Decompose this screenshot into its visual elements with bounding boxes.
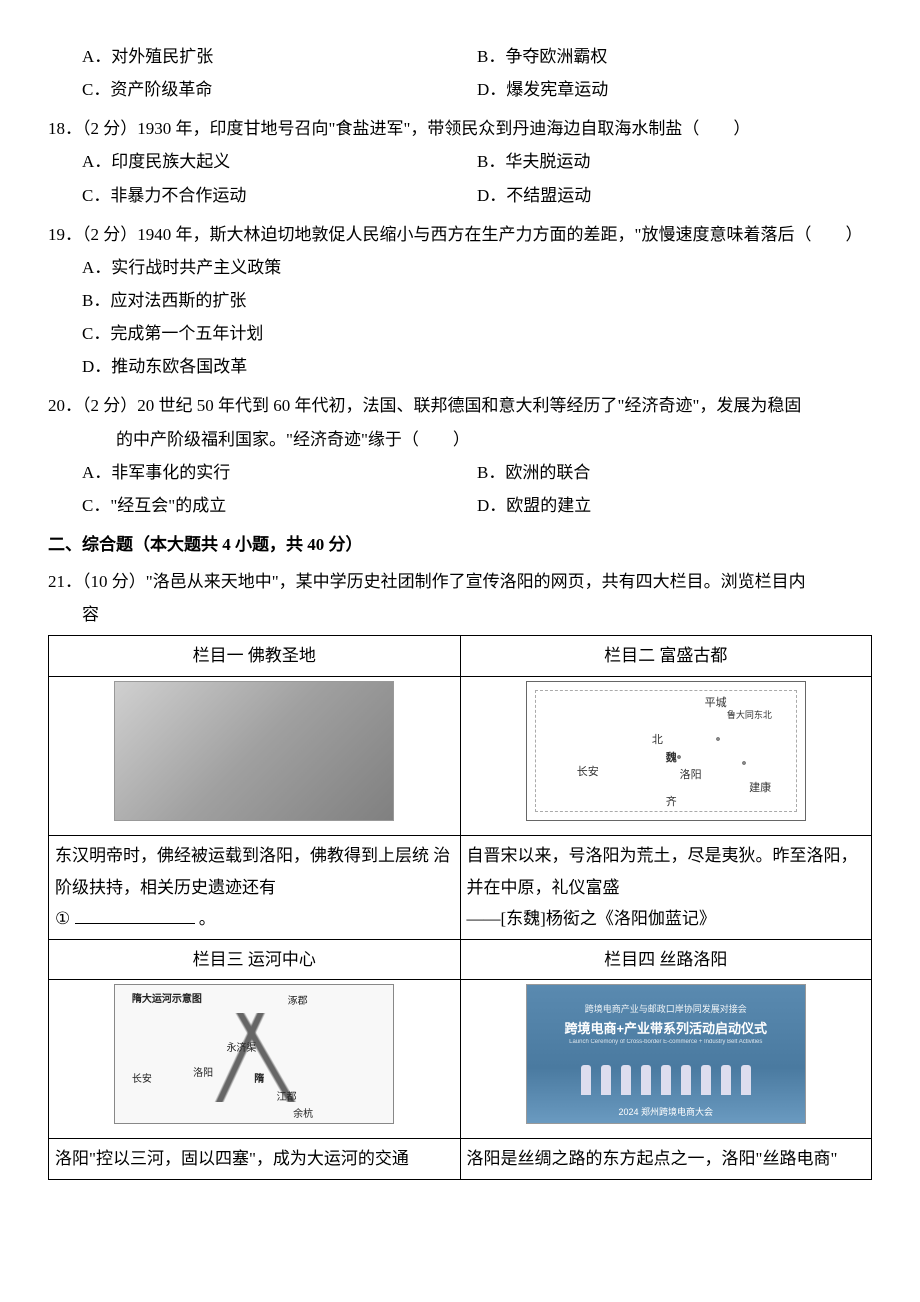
col4-text-cell: 洛阳是丝绸之路的东方起点之一，洛阳"丝路电商" [460,1139,872,1179]
map-label-note: 鲁大同东北 [727,707,772,724]
q20-stem: 20．（2 分）20 世纪 50 年代到 60 年代初，法国、联邦德国和意大利等… [48,389,872,422]
map-label-wei: 魏 [666,748,677,768]
col3-image-cell: 隋大运河示意图 涿郡 长安 洛阳 永济渠 隋 江都 余杭 [49,980,461,1139]
map-label-luoyang: 洛阳 [680,765,702,785]
q17-option-d: D．爆发宪章运动 [477,73,872,106]
conf-banner-top: 跨境电商产业与邮政口岸协同发展对接会 [585,1003,747,1017]
col2-text-cell: 自晋宋以来，号洛阳为荒土，尽是夷狄。昨至洛阳， 并在中原，礼仪富盛 ——[东魏]… [460,836,872,939]
q19-options: A．实行战时共产主义政策 B．应对法西斯的扩张 C．完成第一个五年计划 D．推动… [82,251,872,384]
q18-stem: 18．（2 分）1930 年，印度甘地号召向"食盐进军"，带领民众到丹迪海边自取… [48,112,872,145]
canal-title: 隋大运河示意图 [132,991,202,1010]
conf-banner-main: 跨境电商+产业带系列活动启动仪式 [564,1019,767,1039]
q18-option-a: A．印度民族大起义 [82,145,477,178]
q19-stem: 19．（2 分）1940 年，斯大林迫切地敦促人民缩小与西方在生产力方面的差距，… [48,218,872,251]
map-label-xian: 长安 [577,762,599,782]
q17-option-b: B．争夺欧洲霸权 [477,40,872,73]
q18-options: A．印度民族大起义 B．华夫脱运动 C．非暴力不合作运动 D．不结盟运动 [82,145,872,211]
canal-map-labels: 隋大运河示意图 涿郡 长安 洛阳 永济渠 隋 江都 余杭 [115,985,393,1123]
blank-input-1[interactable] [75,907,195,924]
question-21: 21．（10 分）"洛邑从来天地中"，某中学历史社团制作了宣传洛阳的网页，共有四… [48,565,872,1180]
col1-title: 栏目一 佛教圣地 [49,636,461,676]
map-label-pingcheng: 平城 [705,693,727,713]
conference-image: 跨境电商产业与邮政口岸协同发展对接会 跨境电商+产业带系列活动启动仪式 Laun… [526,984,806,1124]
col2-title: 栏目二 富盛古都 [460,636,872,676]
question-20: 20．（2 分）20 世纪 50 年代到 60 年代初，法国、联邦德国和意大利等… [48,389,872,522]
col3-text-a: 洛阳"控以三河，固以四塞"，成为大运河的交通 [55,1149,409,1168]
q17-options: A．对外殖民扩张 B．争夺欧洲霸权 C．资产阶级革命 D．爆发宪章运动 [82,40,872,106]
q20-options: A．非军事化的实行 B．欧洲的联合 C．"经互会"的成立 D．欧盟的建立 [82,456,872,522]
q20-stem-cont: 的中产阶级福利国家。"经济奇迹"缘于（ ） [82,423,872,456]
col2-text-b: 并在中原，礼仪富盛 [467,878,620,897]
col3-title: 栏目三 运河中心 [49,939,461,979]
conf-banner-sub: Launch Ceremony of Cross-border E-commer… [569,1038,762,1047]
map-label-jiankang: 建康 [749,778,771,798]
conference-people-icon [527,1065,805,1105]
wei-map-labels: 平城 鲁大同东北 北 长安 魏 洛阳 齐 建康 [527,682,805,820]
section-2-header: 二、综合题（本大题共 4 小题，共 40 分） [48,528,872,561]
q20-option-c: C．"经互会"的成立 [82,489,477,522]
question-17: A．对外殖民扩张 B．争夺欧洲霸权 C．资产阶级革命 D．爆发宪章运动 [48,40,872,106]
q18-option-b: B．华夫脱运动 [477,145,872,178]
canal-label-zhuojun: 涿郡 [288,993,308,1012]
col1-image-cell [49,676,461,835]
q21-table: 栏目一 佛教圣地 栏目二 富盛古都 平城 鲁大同东北 北 长安 魏 洛阳 齐 [48,635,872,1180]
col4-text-a: 洛阳是丝绸之路的东方起点之一，洛阳"丝路电商" [467,1149,838,1168]
map-label-bei: 北 [652,730,663,750]
canal-label-yuhang: 余杭 [293,1106,313,1125]
col4-title: 栏目四 丝路洛阳 [460,939,872,979]
canal-map-image: 隋大运河示意图 涿郡 长安 洛阳 永济渠 隋 江都 余杭 [114,984,394,1124]
q18-option-c: C．非暴力不合作运动 [82,179,477,212]
q19-option-a: A．实行战时共产主义政策 [82,251,872,284]
q20-option-d: D．欧盟的建立 [477,489,872,522]
q21-intro-cont: 容 [82,598,872,631]
wei-map-image: 平城 鲁大同东北 北 长安 魏 洛阳 齐 建康 [526,681,806,821]
conf-banner-bottom: 2024 郑州跨境电商大会 [527,1104,805,1121]
col2-image-cell: 平城 鲁大同东北 北 长安 魏 洛阳 齐 建康 [460,676,872,835]
question-18: 18．（2 分）1930 年，印度甘地号召向"食盐进军"，带领民众到丹迪海边自取… [48,112,872,211]
canal-label-jiangdu: 江都 [276,1089,296,1108]
q19-option-b: B．应对法西斯的扩张 [82,284,872,317]
col4-image-cell: 跨境电商产业与邮政口岸协同发展对接会 跨境电商+产业带系列活动启动仪式 Laun… [460,980,872,1139]
col1-text-a: 东汉明帝时，佛经被运载到洛阳，佛教得到上层统 [55,846,429,865]
map-label-qi: 齐 [666,792,677,812]
blank-suffix-1: 。 [199,909,216,928]
canal-label-changan: 长安 [132,1071,152,1090]
col2-text-a: 自晋宋以来，号洛阳为荒土，尽是夷狄。昨至洛阳， [467,846,858,865]
q19-option-d: D．推动东欧各国改革 [82,350,872,383]
col1-text-cell: 东汉明帝时，佛经被运载到洛阳，佛教得到上层统 治阶级扶持，相关历史遗迹还有 ① … [49,836,461,939]
q18-option-d: D．不结盟运动 [477,179,872,212]
blank-label-1: ① [55,909,70,928]
q21-intro: 21．（10 分）"洛邑从来天地中"，某中学历史社团制作了宣传洛阳的网页，共有四… [48,565,872,598]
q20-option-b: B．欧洲的联合 [477,456,872,489]
q20-option-a: A．非军事化的实行 [82,456,477,489]
q17-option-c: C．资产阶级革命 [82,73,477,106]
canal-label-sui: 隋 [254,1071,264,1090]
q19-option-c: C．完成第一个五年计划 [82,317,872,350]
canal-label-yongji: 永济渠 [226,1040,256,1059]
temple-image [114,681,394,821]
col3-text-cell: 洛阳"控以三河，固以四塞"，成为大运河的交通 [49,1139,461,1179]
canal-label-luoyang: 洛阳 [193,1065,213,1084]
col2-source: ——[东魏]杨衒之《洛阳伽蓝记》 [467,909,716,928]
q17-option-a: A．对外殖民扩张 [82,40,477,73]
question-19: 19．（2 分）1940 年，斯大林迫切地敦促人民缩小与西方在生产力方面的差距，… [48,218,872,384]
